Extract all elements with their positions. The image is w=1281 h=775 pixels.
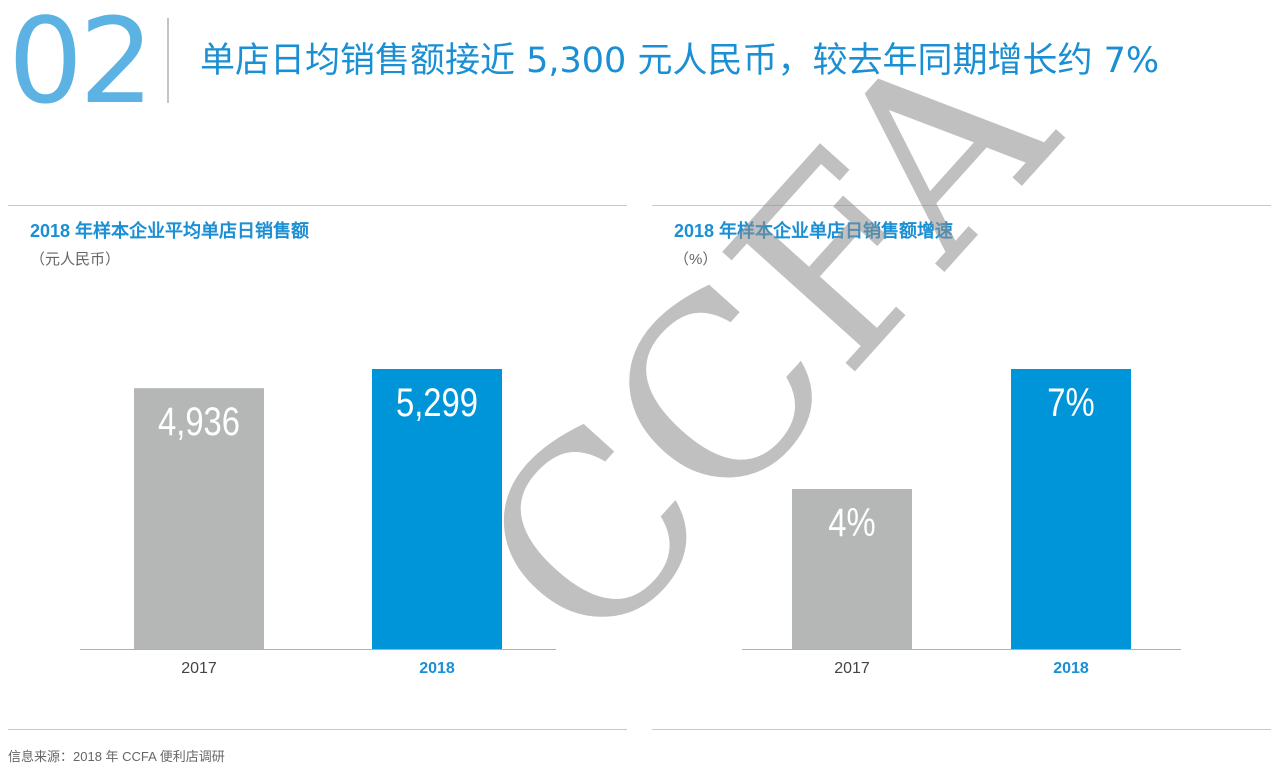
- sales-bar-chart: 4,936 2017 5,299 2018: [80, 369, 556, 677]
- x-tick-label: 2017: [834, 660, 870, 677]
- chart-unit: （元人民币）: [30, 251, 121, 268]
- chart-title: 2018 年样本企业平均单店日销售额: [30, 221, 310, 241]
- bar-value-label: 5,299: [396, 380, 478, 425]
- chart-panel-growth: 2018 年样本企业单店日销售额增速 （%） 4% 2017 7% 2018: [652, 205, 1271, 730]
- bar-2017: [134, 388, 264, 649]
- chart-title: 2018 年样本企业单店日销售额增速: [674, 221, 954, 241]
- bar-2017: [792, 489, 912, 649]
- chart-unit: （%）: [674, 251, 718, 268]
- x-tick-label: 2018: [419, 660, 455, 677]
- bar-2018: [1011, 369, 1131, 649]
- growth-bar-chart: 4% 2017 7% 2018: [742, 369, 1181, 677]
- source-note: 信息来源：2018 年 CCFA 便利店调研: [8, 749, 225, 764]
- bar-value-label: 7%: [1047, 380, 1094, 425]
- bar-value-label: 4,936: [158, 399, 240, 444]
- bar-2018: [372, 369, 502, 649]
- chart-panel-sales: 2018 年样本企业平均单店日销售额 （元人民币） 4,936 2017 5,299…: [8, 205, 627, 730]
- bar-value-label: 4%: [828, 500, 875, 545]
- x-tick-label: 2017: [181, 660, 217, 677]
- section-number: 02: [8, 0, 154, 130]
- x-tick-label: 2018: [1053, 660, 1089, 677]
- title-divider: [167, 18, 169, 103]
- page-title: 单店日均销售额接近 5,300 元人民币，较去年同期增长约 7%: [200, 41, 1160, 81]
